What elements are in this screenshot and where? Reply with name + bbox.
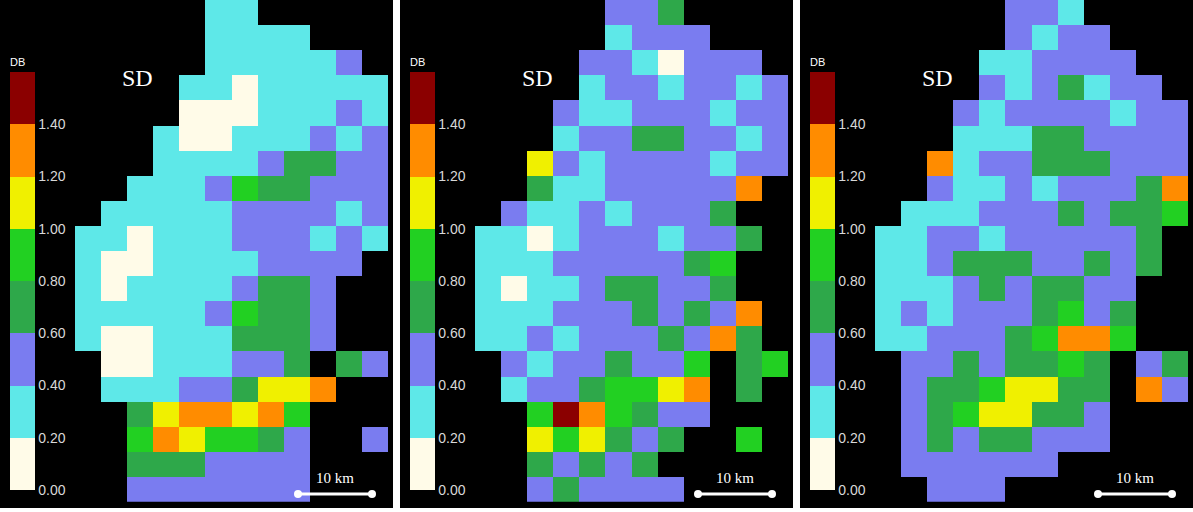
svg-text:0.80: 0.80 (838, 273, 865, 289)
svg-text:0.00: 0.00 (38, 482, 65, 498)
svg-text:SD: SD (522, 65, 553, 91)
svg-text:0.00: 0.00 (438, 482, 465, 498)
svg-text:SD: SD (922, 65, 953, 91)
svg-text:0.40: 0.40 (838, 377, 865, 393)
svg-text:0.20: 0.20 (38, 430, 65, 446)
svg-text:DB: DB (810, 56, 825, 68)
svg-text:0.20: 0.20 (438, 430, 465, 446)
svg-text:1.00: 1.00 (438, 221, 465, 237)
svg-text:1.40: 1.40 (38, 116, 65, 132)
svg-text:10 km: 10 km (1116, 470, 1154, 486)
svg-text:DB: DB (410, 56, 425, 68)
svg-text:0.80: 0.80 (38, 273, 65, 289)
svg-text:1.20: 1.20 (838, 168, 865, 184)
svg-text:0.60: 0.60 (438, 325, 465, 341)
svg-text:0.60: 0.60 (838, 325, 865, 341)
svg-text:1.00: 1.00 (38, 221, 65, 237)
svg-text:10 km: 10 km (316, 470, 354, 486)
svg-text:0.40: 0.40 (38, 377, 65, 393)
svg-text:0.80: 0.80 (438, 273, 465, 289)
svg-text:DB: DB (10, 56, 25, 68)
svg-text:0.40: 0.40 (438, 377, 465, 393)
svg-text:1.00: 1.00 (838, 221, 865, 237)
svg-text:0.20: 0.20 (838, 430, 865, 446)
svg-text:1.40: 1.40 (838, 116, 865, 132)
svg-text:1.20: 1.20 (38, 168, 65, 184)
svg-text:1.20: 1.20 (438, 168, 465, 184)
svg-text:10 km: 10 km (716, 470, 754, 486)
svg-text:0.00: 0.00 (838, 482, 865, 498)
svg-text:0.60: 0.60 (38, 325, 65, 341)
svg-text:SD: SD (122, 65, 153, 91)
svg-text:1.40: 1.40 (438, 116, 465, 132)
